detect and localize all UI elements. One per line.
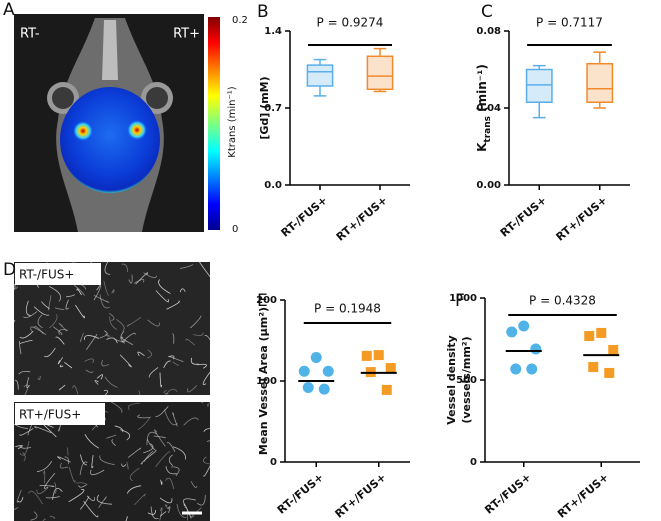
y-tick-label: 0.0	[264, 180, 282, 191]
image-label: RT-/FUS+	[19, 268, 74, 282]
p-value: P = 0.9274	[317, 16, 384, 30]
point	[506, 326, 518, 338]
panel-label: D	[3, 260, 16, 280]
point	[584, 331, 595, 342]
panel-label: C	[481, 2, 493, 22]
y-tick-label: 0.04	[476, 103, 501, 114]
x-tick-label: RT+/FUS+	[554, 194, 610, 244]
y-axis-label: [Gd] (mM)	[258, 76, 271, 139]
point	[381, 384, 392, 395]
x-tick-label: RT-/FUS+	[279, 194, 330, 240]
point	[518, 320, 530, 332]
panel-label: F	[455, 291, 465, 311]
point	[526, 363, 538, 375]
y-tick-label: 0	[270, 457, 277, 468]
colorbar-tick: 0.2	[232, 15, 248, 26]
p-value: P = 0.7117	[536, 16, 603, 30]
y-tick-label: 1.4	[264, 26, 282, 37]
point	[298, 365, 310, 377]
y-tick-label: 200	[256, 295, 277, 306]
image-label: RT+/FUS+	[19, 408, 81, 422]
colorbar-tick: 0	[232, 224, 238, 235]
box	[306, 64, 334, 87]
x-tick-label: RT-/FUS+	[482, 471, 533, 517]
y-axis-label-part: trans	[483, 116, 493, 143]
x-tick-label: RT+/FUS+	[555, 471, 611, 521]
panel-label: A	[3, 0, 15, 20]
colorbar-label: Ktrans (min⁻¹)	[227, 86, 238, 157]
y-tick-label: 0.08	[476, 26, 501, 37]
x-tick-label: RT+/FUS+	[334, 194, 390, 244]
y-axis-label: Vessel density	[445, 335, 458, 424]
panel-label: B	[257, 2, 269, 22]
p-value: P = 0.4328	[529, 294, 596, 308]
point	[318, 383, 330, 395]
point	[588, 362, 599, 373]
y-axis-label-part: K	[475, 142, 489, 152]
point	[608, 344, 619, 355]
y-tick-label: 0	[470, 457, 477, 468]
y-tick-label: 0.00	[476, 180, 501, 191]
y-axis-label: (vessels/mm²)	[460, 336, 473, 423]
panel-label: E	[257, 291, 268, 311]
point	[302, 381, 314, 393]
x-tick-label: RT+/FUS+	[333, 471, 389, 521]
x-tick-label: RT-/FUS+	[498, 194, 549, 240]
point	[322, 365, 334, 377]
y-tick-label: 1000	[449, 293, 477, 304]
image-label: RT+	[173, 27, 200, 42]
y-tick-label: 100	[256, 376, 277, 387]
mri-image	[14, 14, 220, 232]
point	[310, 352, 322, 364]
point	[604, 367, 615, 378]
point	[530, 343, 542, 355]
point	[361, 350, 372, 361]
point	[596, 327, 607, 338]
point	[385, 363, 396, 374]
y-tick-label: 0.7	[264, 103, 282, 114]
y-axis-label-part: (min⁻¹)	[475, 64, 489, 116]
y-axis-label: Mean Vessel Area (µm²)	[257, 307, 270, 455]
box	[586, 62, 614, 103]
y-axis-label: Ktrans (min⁻¹)	[475, 64, 493, 152]
box	[366, 55, 394, 91]
point	[373, 350, 384, 361]
box	[525, 68, 553, 103]
point	[510, 363, 522, 375]
histology-image	[14, 262, 210, 521]
y-tick-label: 500	[456, 375, 477, 386]
p-value: P = 0.1948	[314, 302, 381, 316]
x-tick-label: RT-/FUS+	[275, 471, 326, 517]
image-label: RT-	[20, 27, 40, 42]
